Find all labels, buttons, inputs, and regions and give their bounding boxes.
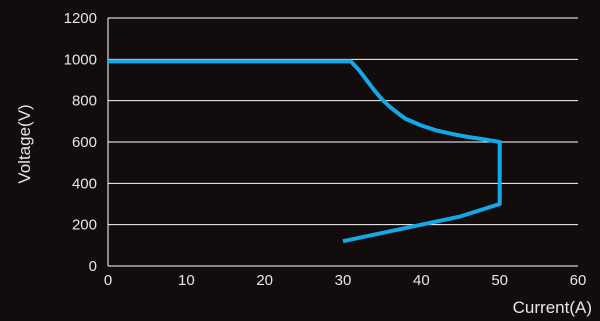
x-tick-label-40: 40 [413,272,430,289]
y-axis-title: Voltage(V) [15,104,34,183]
x-tick-label-10: 10 [178,272,195,289]
grid [107,17,578,267]
x-tick-label-60: 60 [570,272,587,289]
x-tick-label-30: 30 [335,272,352,289]
series [108,59,502,244]
x-axis-title: Current(A) [513,298,592,317]
series-line-0 [108,59,502,244]
y-tick-label-400: 400 [72,175,97,192]
y-tick-label-800: 800 [72,93,97,110]
y-tick-label-1200: 1200 [64,10,97,27]
x-tick-label-20: 20 [256,272,273,289]
x-axis-ticks: 0 10 20 30 40 50 60 [104,272,587,289]
y-tick-label-0: 0 [89,258,97,275]
y-tick-label-600: 600 [72,134,97,151]
x-tick-label-0: 0 [104,272,112,289]
y-tick-label-200: 200 [72,217,97,234]
y-axis-ticks: 0 200 400 600 800 1000 1200 [64,10,97,275]
y-tick-label-1000: 1000 [64,51,97,68]
x-tick-label-50: 50 [491,272,508,289]
